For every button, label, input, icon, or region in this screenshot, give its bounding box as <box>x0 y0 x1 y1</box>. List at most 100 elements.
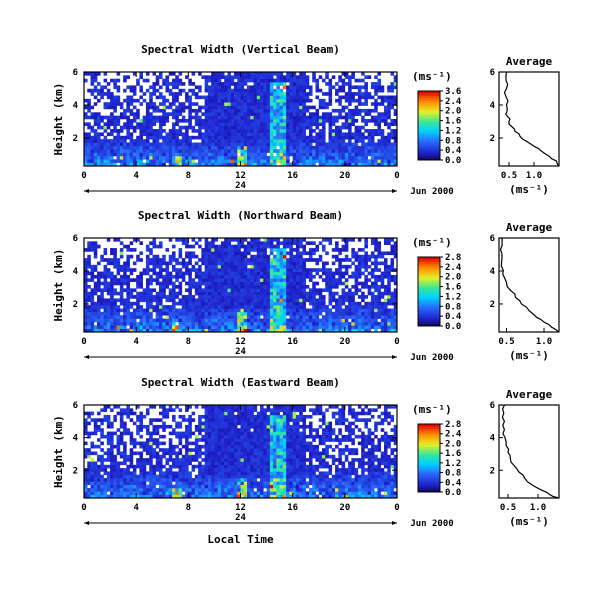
heatmap-cell <box>269 281 274 286</box>
heatmap-cell <box>383 268 388 272</box>
heatmap-cell <box>308 155 313 160</box>
heatmap-cell <box>348 92 352 96</box>
heatmap-cell <box>361 298 365 303</box>
heatmap-cell <box>295 152 300 157</box>
heatmap-cell <box>172 318 176 323</box>
heatmap-cell <box>113 274 117 279</box>
heatmap-cell <box>263 115 267 120</box>
heatmap-cell <box>230 288 235 293</box>
colorbar-segment <box>418 261 440 265</box>
heatmap-cell <box>93 119 98 123</box>
heatmap-cell <box>201 261 205 266</box>
heatmap-cell <box>256 308 261 313</box>
heatmap-cell <box>276 268 280 272</box>
heatmap-cell <box>198 328 202 333</box>
heatmap-cell <box>106 421 111 426</box>
heatmap-cell <box>335 129 339 133</box>
heatmap-cell <box>374 315 378 319</box>
heatmap-cell <box>224 98 228 103</box>
heatmap-cell <box>217 98 222 103</box>
heatmap-cell <box>87 115 91 120</box>
heatmap-cell <box>198 159 202 163</box>
heatmap-cell <box>263 135 267 140</box>
heatmap-cell <box>273 321 277 326</box>
heatmap-cell <box>149 278 153 282</box>
heatmap-cell <box>113 238 117 242</box>
heatmap-cell <box>250 238 254 242</box>
heatmap-cell <box>266 95 271 100</box>
heatmap-cell <box>175 112 179 116</box>
heatmap-cell <box>211 298 215 303</box>
heatmap-cell <box>357 78 362 83</box>
heatmap-cell <box>393 75 398 80</box>
colorbar-tick-label: 2.4 <box>445 263 462 273</box>
heatmap-cell <box>364 254 368 259</box>
heatmap-cell <box>106 328 111 333</box>
heatmap-cell <box>276 281 280 286</box>
heatmap-cell <box>253 281 258 286</box>
heatmap-cell <box>374 244 378 249</box>
heatmap-cell <box>256 268 261 272</box>
heatmap-cell <box>266 271 271 276</box>
heatmap-cell <box>243 274 248 279</box>
heatmap-cell <box>93 95 98 100</box>
heatmap-cell <box>331 254 336 259</box>
heatmap-cell <box>364 145 368 150</box>
heatmap-cell <box>126 278 130 282</box>
heatmap-cell <box>191 149 196 153</box>
heatmap-cell <box>123 451 127 456</box>
heatmap-cell <box>129 478 134 482</box>
heatmap-cell <box>145 424 150 429</box>
heatmap-cell <box>100 321 104 326</box>
heatmap-cell <box>305 115 310 120</box>
heatmap-cell <box>116 142 121 147</box>
heatmap-cell <box>100 454 104 459</box>
heatmap-cell <box>116 405 121 409</box>
heatmap-cell <box>207 241 212 246</box>
heatmap-cell <box>132 268 137 272</box>
heatmap-cell <box>256 152 261 157</box>
heatmap-cell <box>211 119 215 123</box>
heatmap-cell <box>240 105 245 110</box>
heatmap-cell <box>175 105 179 110</box>
heatmap-cell <box>233 75 238 80</box>
heatmap-cell <box>263 72 267 76</box>
heatmap-cell <box>84 318 88 323</box>
heatmap-cell <box>335 305 339 309</box>
heatmap-cell <box>97 315 101 319</box>
heatmap-cell <box>292 102 297 106</box>
heatmap-cell <box>188 271 192 276</box>
heatmap-cell <box>305 108 310 113</box>
heatmap-cell <box>377 149 381 153</box>
heatmap-cell <box>211 139 215 143</box>
heatmap-cell <box>129 119 134 123</box>
heatmap-cell <box>178 102 183 106</box>
heatmap-cell <box>295 159 300 163</box>
heatmap-cell <box>289 301 293 306</box>
heatmap-cell <box>224 122 228 127</box>
heatmap-cell <box>110 145 114 150</box>
heatmap-cell <box>250 85 254 90</box>
heatmap-cell <box>276 149 280 153</box>
heatmap-cell <box>263 75 267 80</box>
heatmap-cell <box>93 481 98 486</box>
heatmap-cell <box>162 82 166 86</box>
heatmap-cell <box>168 152 173 157</box>
heatmap-cell <box>390 132 395 137</box>
heatmap-cell <box>354 288 359 293</box>
heatmap-cell <box>194 119 199 123</box>
heatmap-cell <box>237 278 241 282</box>
heatmap-cell <box>152 478 157 482</box>
heatmap-cell <box>201 288 205 293</box>
heatmap-cell <box>299 129 303 133</box>
heatmap-cell <box>142 129 147 133</box>
heatmap-cell <box>364 92 368 96</box>
heatmap-cell <box>338 112 342 116</box>
heatmap-cell <box>289 135 293 140</box>
heatmap-cell <box>237 122 241 127</box>
heatmap-cell <box>90 268 95 272</box>
heatmap-cell <box>113 318 117 323</box>
heatmap-cell <box>145 264 150 269</box>
heatmap-cell <box>106 308 111 313</box>
heatmap-cell <box>292 254 297 259</box>
